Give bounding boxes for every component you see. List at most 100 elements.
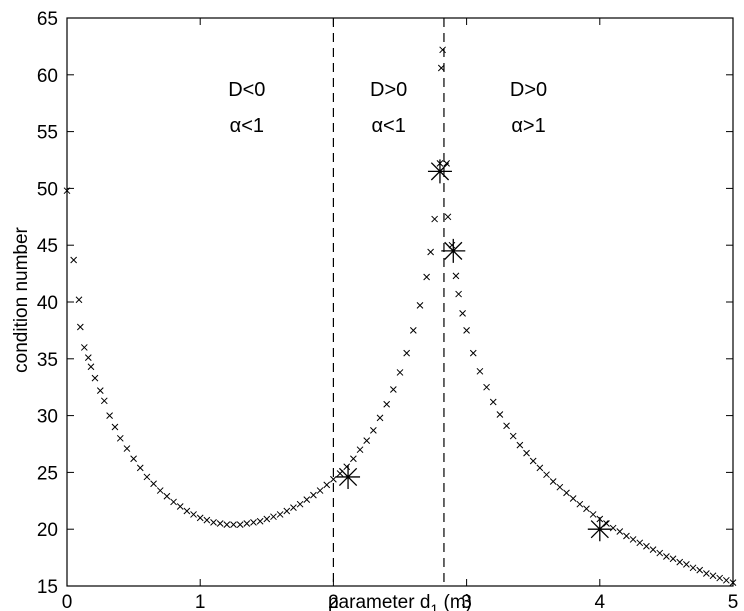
data-point bbox=[716, 574, 724, 582]
data-point bbox=[290, 504, 297, 511]
highlight-markers bbox=[336, 159, 612, 542]
data-point bbox=[556, 483, 564, 491]
data-point bbox=[316, 487, 324, 494]
data-point bbox=[696, 566, 704, 574]
data-point bbox=[250, 519, 257, 526]
data-markers bbox=[63, 46, 737, 586]
data-point bbox=[703, 570, 710, 577]
data-point bbox=[236, 521, 244, 529]
data-point bbox=[87, 363, 95, 371]
data-point bbox=[489, 398, 497, 406]
x-axis-label: parameter d1 (m) bbox=[328, 592, 472, 611]
x-tick-label: 4 bbox=[595, 592, 606, 611]
data-point bbox=[496, 411, 504, 418]
data-point bbox=[529, 457, 537, 465]
data-point bbox=[370, 427, 377, 434]
data-point bbox=[363, 437, 371, 444]
data-point bbox=[616, 528, 624, 535]
data-point bbox=[190, 511, 197, 518]
x-axis-label-unit: (m) bbox=[438, 592, 472, 611]
data-point bbox=[431, 215, 438, 223]
region-labels: D<0 α<1 D>0 α<1 D>0 α>1 bbox=[228, 79, 547, 137]
data-point bbox=[669, 555, 677, 563]
data-point bbox=[569, 495, 577, 502]
data-point bbox=[543, 471, 550, 479]
x-tick-label: 2 bbox=[328, 592, 339, 611]
data-point bbox=[70, 256, 78, 264]
data-point bbox=[576, 500, 584, 508]
x-tick-label: 1 bbox=[195, 592, 206, 611]
data-point bbox=[80, 344, 88, 351]
region-label-line2: α>1 bbox=[511, 115, 545, 137]
data-point bbox=[100, 397, 108, 405]
data-point bbox=[270, 513, 277, 521]
data-point bbox=[196, 514, 204, 522]
data-point bbox=[330, 475, 337, 483]
data-point bbox=[343, 463, 351, 471]
data-point bbox=[589, 511, 597, 518]
data-point bbox=[176, 503, 184, 510]
data-point bbox=[583, 505, 590, 513]
region-divider-lines bbox=[332, 18, 445, 586]
data-point bbox=[376, 414, 384, 422]
data-point bbox=[722, 576, 730, 584]
data-point bbox=[263, 515, 271, 523]
data-point bbox=[444, 213, 452, 221]
region-label-line2: α<1 bbox=[230, 115, 264, 137]
data-point bbox=[603, 520, 610, 527]
data-point bbox=[476, 367, 484, 375]
data-point bbox=[283, 507, 291, 515]
x-axis-label-subscript: 1 bbox=[430, 601, 438, 611]
data-point bbox=[423, 273, 430, 281]
data-point bbox=[689, 564, 697, 572]
data-point bbox=[409, 327, 417, 334]
y-tick-label: 30 bbox=[37, 407, 58, 428]
highlight-point bbox=[336, 464, 361, 489]
y-tick-label: 15 bbox=[37, 577, 58, 598]
data-point bbox=[443, 160, 450, 167]
data-point bbox=[503, 422, 510, 430]
data-point bbox=[136, 464, 144, 472]
data-point bbox=[437, 64, 445, 72]
axis-ticks bbox=[66, 17, 734, 587]
data-point bbox=[516, 441, 524, 449]
data-point bbox=[210, 519, 217, 526]
data-point bbox=[111, 423, 119, 431]
data-point bbox=[216, 520, 224, 527]
y-tick-label: 40 bbox=[37, 293, 58, 314]
y-axis-label: condition number bbox=[11, 226, 32, 372]
data-point bbox=[310, 491, 317, 499]
data-point bbox=[223, 521, 231, 529]
data-point bbox=[536, 464, 544, 472]
data-point bbox=[383, 400, 391, 408]
data-point bbox=[350, 455, 357, 463]
y-tick-label: 25 bbox=[37, 463, 58, 484]
data-point bbox=[106, 412, 113, 419]
region-label-line1: D<0 bbox=[228, 79, 265, 101]
data-point bbox=[459, 310, 466, 317]
data-point bbox=[663, 553, 670, 560]
data-point bbox=[563, 489, 570, 497]
y-tick-label: 65 bbox=[37, 9, 58, 30]
data-point bbox=[256, 517, 264, 525]
y-tick-label: 55 bbox=[37, 123, 58, 144]
data-point bbox=[623, 532, 630, 540]
data-point bbox=[84, 354, 92, 362]
data-point bbox=[150, 480, 157, 488]
highlight-point bbox=[587, 517, 612, 542]
x-tick-labels: 0 1 2 3 4 5 bbox=[62, 592, 739, 611]
data-point bbox=[203, 516, 211, 524]
data-point bbox=[243, 520, 251, 527]
data-point bbox=[643, 542, 650, 550]
highlight-point bbox=[427, 159, 452, 184]
x-tick-label: 3 bbox=[461, 592, 472, 611]
data-point bbox=[523, 449, 530, 457]
data-point bbox=[469, 349, 477, 357]
data-point bbox=[656, 549, 664, 557]
data-point bbox=[323, 481, 331, 489]
data-point bbox=[75, 296, 83, 304]
y-tick-labels: 15 20 25 30 35 40 45 50 55 60 65 bbox=[37, 9, 58, 598]
data-point bbox=[709, 572, 717, 580]
